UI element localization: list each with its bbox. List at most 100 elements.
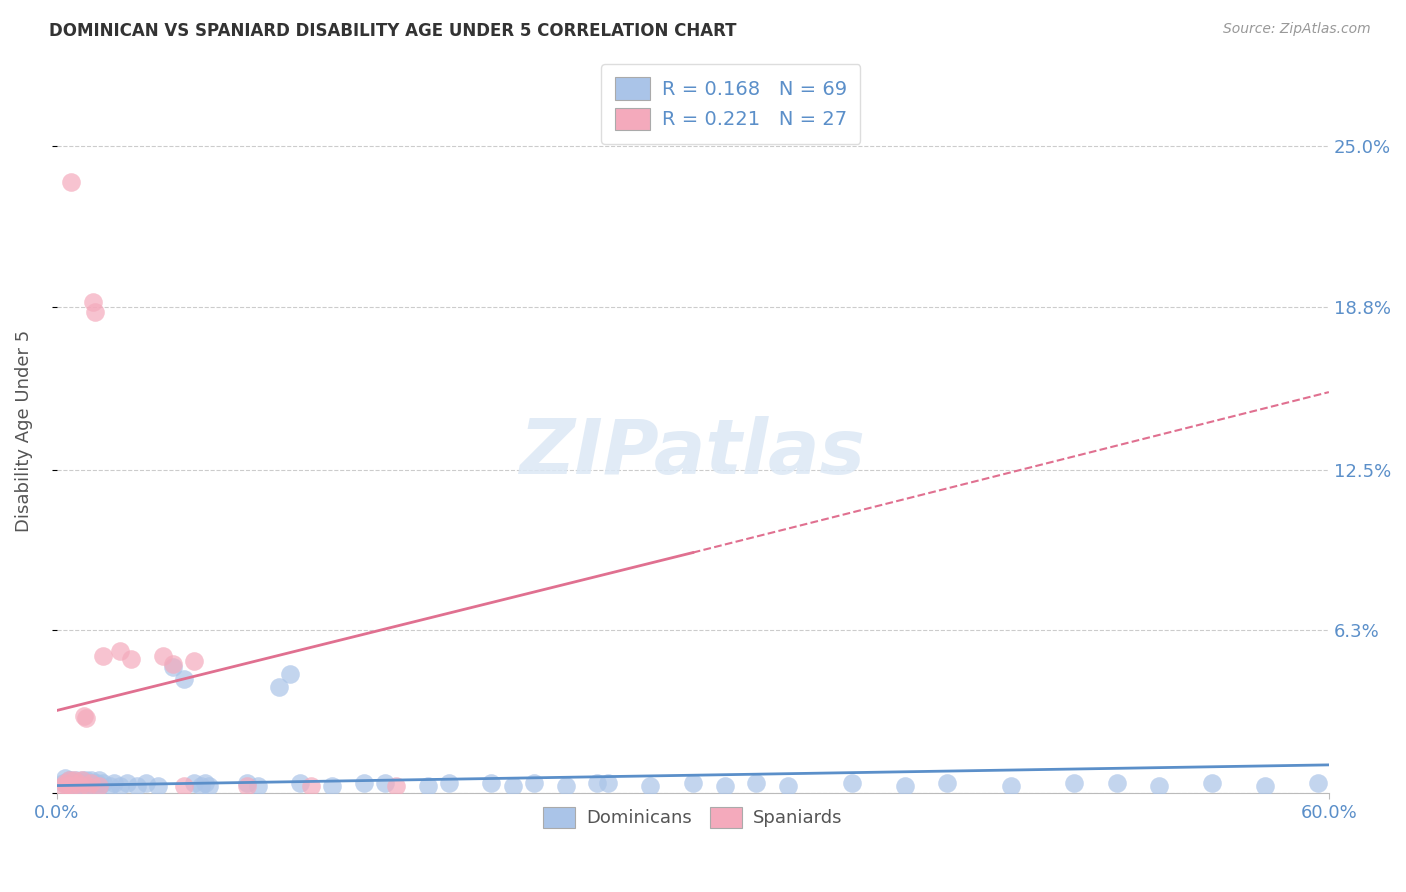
- Point: [52, 779, 75, 793]
- Point: [103, 776, 125, 790]
- Point: [86, 776, 108, 790]
- Point: [745, 776, 768, 790]
- Point: [87, 779, 110, 793]
- Y-axis label: Disability Age Under 5: Disability Age Under 5: [15, 330, 32, 532]
- Point: [1063, 776, 1085, 790]
- Point: [1000, 779, 1022, 793]
- Point: [1254, 779, 1277, 793]
- Point: [1308, 776, 1330, 790]
- Point: [173, 779, 195, 793]
- Point: [82, 776, 104, 790]
- Point: [70, 779, 93, 793]
- Point: [148, 779, 170, 793]
- Point: [60, 773, 83, 788]
- Point: [60, 779, 83, 793]
- Point: [53, 771, 76, 785]
- Point: [1149, 779, 1171, 793]
- Point: [69, 776, 91, 790]
- Point: [278, 667, 301, 681]
- Point: [75, 773, 97, 788]
- Point: [77, 779, 100, 793]
- Point: [713, 779, 735, 793]
- Point: [162, 659, 184, 673]
- Point: [183, 776, 205, 790]
- Point: [66, 779, 89, 793]
- Point: [385, 779, 408, 793]
- Point: [437, 776, 460, 790]
- Point: [1105, 776, 1128, 790]
- Point: [56, 779, 79, 793]
- Point: [236, 776, 259, 790]
- Point: [321, 779, 343, 793]
- Point: [269, 680, 291, 694]
- Point: [98, 779, 121, 793]
- Point: [135, 776, 157, 790]
- Point: [79, 773, 101, 788]
- Point: [290, 776, 312, 790]
- Point: [236, 779, 259, 793]
- Point: [479, 776, 502, 790]
- Point: [1201, 776, 1223, 790]
- Point: [194, 776, 217, 790]
- Point: [58, 773, 80, 788]
- Point: [640, 779, 662, 793]
- Point: [247, 779, 270, 793]
- Point: [62, 776, 84, 790]
- Point: [190, 779, 212, 793]
- Point: [75, 711, 97, 725]
- Point: [841, 776, 863, 790]
- Point: [198, 779, 221, 793]
- Point: [162, 657, 184, 671]
- Text: DOMINICAN VS SPANIARD DISABILITY AGE UNDER 5 CORRELATION CHART: DOMINICAN VS SPANIARD DISABILITY AGE UND…: [49, 22, 737, 40]
- Point: [73, 776, 96, 790]
- Point: [91, 649, 114, 664]
- Point: [894, 779, 917, 793]
- Point: [79, 776, 101, 790]
- Point: [299, 779, 322, 793]
- Point: [87, 773, 110, 788]
- Point: [77, 776, 100, 790]
- Point: [120, 651, 142, 665]
- Point: [66, 776, 89, 790]
- Text: Source: ZipAtlas.com: Source: ZipAtlas.com: [1223, 22, 1371, 37]
- Point: [682, 776, 704, 790]
- Point: [52, 776, 75, 790]
- Point: [596, 776, 619, 790]
- Point: [374, 776, 396, 790]
- Point: [60, 779, 83, 793]
- Point: [65, 773, 87, 788]
- Point: [58, 773, 80, 788]
- Point: [936, 776, 959, 790]
- Point: [70, 773, 93, 788]
- Point: [502, 779, 524, 793]
- Point: [62, 773, 84, 788]
- Point: [115, 776, 138, 790]
- Point: [554, 779, 576, 793]
- Point: [110, 644, 132, 658]
- Point: [53, 776, 76, 790]
- Point: [73, 708, 96, 723]
- Text: ZIPatlas: ZIPatlas: [520, 416, 866, 490]
- Point: [58, 779, 80, 793]
- Point: [778, 779, 800, 793]
- Point: [416, 779, 439, 793]
- Point: [152, 649, 174, 664]
- Point: [66, 776, 89, 790]
- Point: [127, 779, 149, 793]
- Point: [523, 776, 546, 790]
- Legend: Dominicans, Spaniards: Dominicans, Spaniards: [536, 800, 851, 835]
- Point: [69, 779, 91, 793]
- Point: [56, 776, 79, 790]
- Point: [87, 779, 110, 793]
- Point: [60, 176, 83, 190]
- Point: [70, 773, 93, 788]
- Point: [173, 673, 195, 687]
- Point: [353, 776, 375, 790]
- Point: [183, 654, 205, 668]
- Point: [110, 779, 132, 793]
- Point: [586, 776, 609, 790]
- Point: [82, 294, 104, 309]
- Point: [83, 779, 105, 793]
- Point: [83, 305, 105, 319]
- Point: [91, 776, 114, 790]
